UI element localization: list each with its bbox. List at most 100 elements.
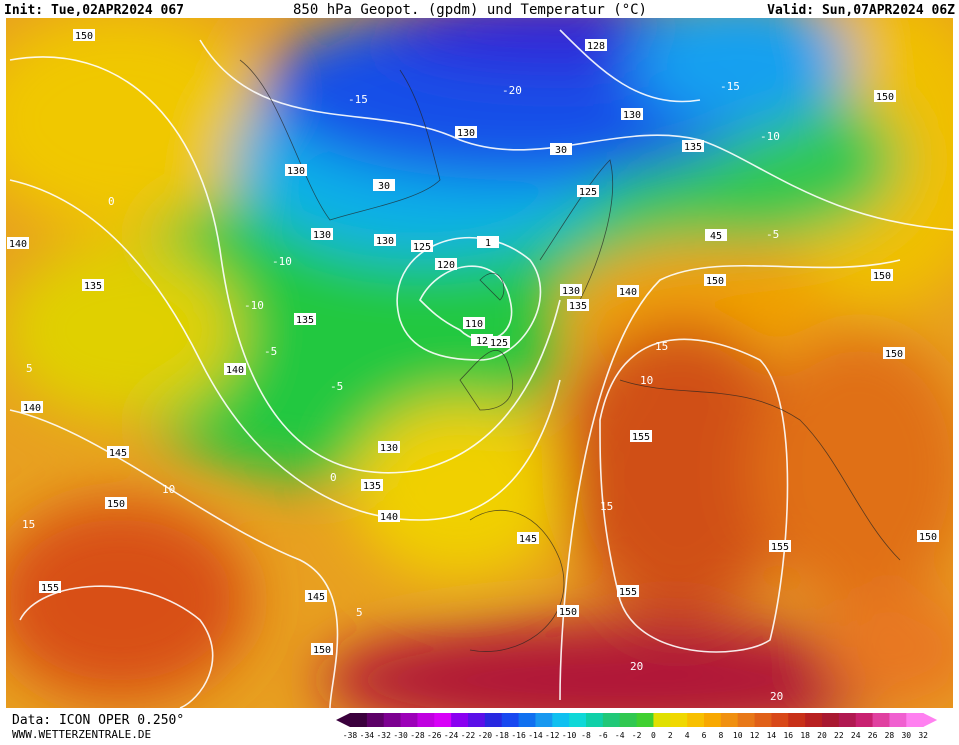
temperature-label: -15 [348,93,368,106]
colorbar-label: 28 [885,731,895,740]
contour-label: 155 [41,583,59,594]
contour-label-box [21,401,43,413]
contour-label-box [378,510,400,522]
contour-label-box [374,234,396,246]
contour-label: 145 [109,448,127,459]
colorbar-label: -14 [528,731,543,740]
colorbar-cell [906,713,924,727]
colorbar-label: -34 [360,731,375,740]
colorbar-label: -16 [511,731,526,740]
colorbar-cell [484,713,503,727]
colorbar-label: -8 [581,731,591,740]
colorbar-label: 2 [668,731,673,740]
contour-label: 130 [376,236,394,247]
colorbar-cell [754,713,772,727]
contour-label: 130 [380,443,398,454]
contour-label: 150 [876,92,894,103]
contour-label: 130 [457,128,475,139]
contour-label: 30 [378,181,390,192]
colorbar-label: -32 [376,731,391,740]
contour-label: 140 [23,403,41,414]
colorbar-cell [586,713,604,727]
contour-label: 155 [771,542,789,553]
contour-label-box [455,126,477,138]
contour-label: 135 [84,281,102,292]
contour-label: 150 [107,499,125,510]
contour-label-box [585,39,607,51]
contour-label: 110 [465,319,483,330]
contour-label: 140 [226,365,244,376]
contour-label-box [311,228,333,240]
colorbar-cell [552,713,570,727]
colorbar-label: -28 [410,731,425,740]
colorbar-label: 6 [702,731,707,740]
contour-label-box [617,285,639,297]
temperature-label: -5 [766,228,779,241]
contour-label-box [769,540,791,552]
colorbar-cell [737,713,756,727]
colorbar-label: 4 [685,731,690,740]
temperature-label: 15 [600,500,613,513]
colorbar: -38 -34 -32 -30 -28 -26 -24 -22 -20 -18 -16 -14 -12-… [336,713,938,740]
colorbar-cell [602,713,621,727]
temperature-label: -5 [264,345,277,358]
colorbar-label: -12 [545,731,560,740]
contour-label-box [311,643,333,655]
contour-label-box [224,363,246,375]
temperature-label: -5 [330,380,343,393]
contour-label-box [682,140,704,152]
colorbar-cell [720,713,739,727]
colorbar-cell [670,713,688,727]
contour-labels: 1501281301301351501301301301251201251301… [7,29,939,703]
colorbar-label: 30 [901,731,911,740]
colorbar-arrow-right [923,713,938,727]
contour-label-box [463,317,485,329]
temperature-label: 0 [108,195,115,208]
contour-label-box [883,347,905,359]
colorbar-label: 12 [750,731,760,740]
temperature-label: 20 [770,690,783,703]
contour-label: 128 [587,41,605,52]
contour-label-box [567,299,589,311]
colorbar-label: 18 [800,731,810,740]
colorbar-cell [636,713,654,727]
contour-label-box [373,179,395,191]
contour-label-box [471,334,493,346]
colorbar-cell [872,713,890,727]
contour-label: 45 [710,231,722,242]
colorbar-cell [451,713,469,727]
contour-label-box [617,585,639,597]
colorbar-cell [350,713,368,727]
contour-label: 30 [555,145,567,156]
colorbar-cell [855,713,874,727]
temperature-label: 0 [330,471,337,484]
colorbar-label: 24 [851,731,861,740]
colorbar-label: 20 [817,731,827,740]
contour-label-box [73,29,95,41]
colorbar-label: -20 [478,731,493,740]
colorbar-cell [434,713,452,727]
contour-label: 135 [363,481,381,492]
contour-label-box [411,240,433,252]
contour-label: 135 [569,301,587,312]
contour-label: 150 [75,31,93,42]
colorbar-cell [771,713,789,727]
contour-label-box [517,532,539,544]
contour-label-box [705,229,727,241]
colorbar-cell [805,713,823,727]
colorbar-label: -6 [598,731,608,740]
colorbar-label: -26 [427,731,442,740]
contour-label: 150 [873,271,891,282]
contour-label-box [378,441,400,453]
contour-label-box [917,530,939,542]
colorbar-label: -30 [393,731,408,740]
contour-label: 140 [380,512,398,523]
contour-label-box [107,446,129,458]
contour-label-box [488,336,510,348]
colorbar-label: 22 [834,731,844,740]
contour-label: 140 [9,239,27,250]
contour-label: 125 [579,187,597,198]
contour-label-box [105,497,127,509]
colorbar-label: -18 [494,731,509,740]
contour-label-box [39,581,61,593]
